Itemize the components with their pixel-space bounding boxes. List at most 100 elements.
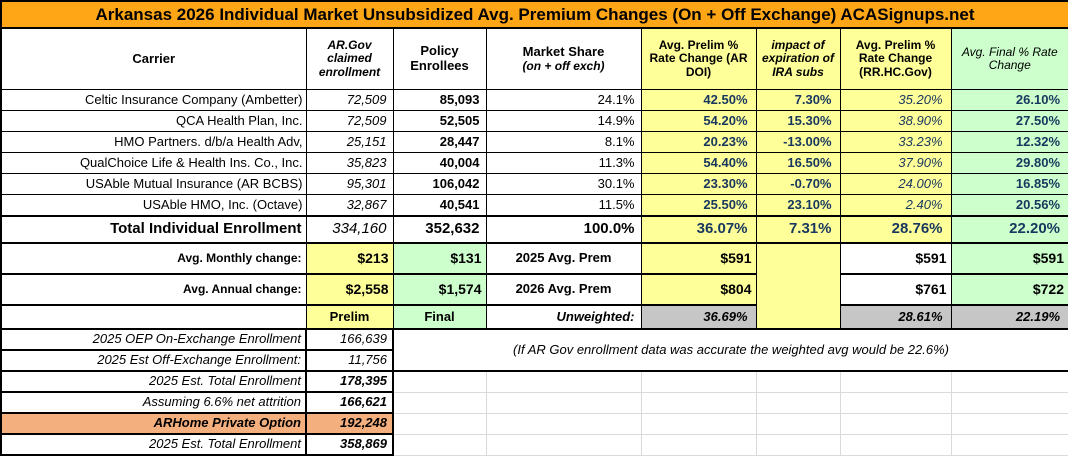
grid-cell [640,433,757,456]
column-header-prelim-ar-doi: Avg. Prelim % Rate Change (AR DOI) [640,27,757,90]
column-header-final-change: Avg. Final % Rate Change [950,27,1068,90]
enrollment-label: 2025 Est Off-Exchange Enrollment: [0,349,307,372]
unweighted-doi: 36.69% [640,304,757,330]
page-title: Arkansas 2026 Individual Market Unsubsid… [0,0,1068,29]
total-row: Total Individual Enrollment 334,160 352,… [0,215,1068,244]
enrollment-value: 358,869 [305,433,394,456]
total-final-change: 22.20% [950,215,1068,244]
enrollment-value: 166,639 [305,328,394,351]
grid-cell [950,370,1068,393]
total-ar-gov: 334,160 [305,215,394,244]
table-row: USAble Mutual Insurance (AR BCBS) 95,301… [0,173,1068,195]
annual-policy: $1,574 [392,273,487,306]
enrollment-value: 192,248 [305,412,394,435]
total-prelim-doi: 36.07% [640,215,757,244]
table-row: HMO Partners. d/b/a Health Adv, 25,151 2… [0,131,1068,153]
market-share-value: 8.1% [485,131,642,153]
grid-cell [640,370,757,393]
final-change-value: 26.10% [950,89,1068,111]
policy-enrollees-value: 28,447 [392,131,487,153]
ira-impact-value: 23.10% [755,194,841,217]
ira-impact-value: 16.50% [755,152,841,174]
ira-impact-value: 7.30% [755,89,841,111]
grid-cell [839,370,952,393]
carrier-name: USAble Mutual Insurance (AR BCBS) [0,173,307,195]
monthly-ar-gov: $213 [305,242,394,275]
market-share-label: Market Share [522,44,605,59]
policy-enrollees-value: 40,541 [392,194,487,217]
prelim-rrhc-value: 35.20% [839,89,952,111]
annual-rrhc: $761 [839,273,952,306]
enrollment-value: 166,621 [305,391,394,414]
prelim-rrhc-value: 37.90% [839,152,952,174]
prelim-column-tag: Prelim [305,304,394,330]
ira-impact-empty-cell [755,242,841,330]
annual-ar-gov: $2,558 [305,273,394,306]
prelim-rrhc-value: 2.40% [839,194,952,217]
enrollment-row: 2025 OEP On-Exchange Enrollment 166,639 … [0,328,1068,372]
market-share-value: 24.1% [485,89,642,111]
final-change-value: 29.80% [950,152,1068,174]
policy-enrollees-value: 85,093 [392,89,487,111]
carrier-name: QCA Health Plan, Inc. [0,110,307,132]
enrollment-label: 2025 OEP On-Exchange Enrollment [0,328,307,351]
grid-cell [392,370,487,393]
carrier-name: HMO Partners. d/b/a Health Adv, [0,131,307,153]
enrollment-row: 2025 Est. Total Enrollment 358,869 [0,433,1068,456]
avg-annual-row: Avg. Annual change: $2,558 $1,574 2026 A… [0,273,1068,306]
ar-gov-enrollment-value: 72,509 [305,110,394,132]
table-row: QualChoice Life & Health Ins. Co., Inc. … [0,152,1068,174]
ira-impact-value: 15.30% [755,110,841,132]
enrollment-value: 11,756 [305,349,394,372]
avg-prem-2025-label: 2025 Avg. Prem [485,242,642,275]
prelim-doi-value: 54.20% [640,110,757,132]
grid-cell [950,412,1068,435]
unweighted-label: Unweighted: [485,304,642,330]
prelim-rrhc-value: 24.00% [839,173,952,195]
enrollment-value: 178,395 [305,370,394,393]
ar-gov-enrollment-value: 35,823 [305,152,394,174]
total-market-share: 100.0% [485,215,642,244]
ira-impact-value: -13.00% [755,131,841,153]
grid-cell [392,391,487,414]
table-row: Celtic Insurance Company (Ambetter) 72,5… [0,89,1068,111]
enrollment-row: Assuming 6.6% net attrition 166,621 [0,391,1068,414]
column-header-carrier: Carrier [0,27,307,90]
total-label: Total Individual Enrollment [0,215,307,244]
grid-cell [640,412,757,435]
empty-cell [0,304,307,330]
enrollment-label: Assuming 6.6% net attrition [0,391,307,414]
grid-cell [839,433,952,456]
enrollment-row: 2025 Est Off-Exchange Enrollment: 11,756 [0,349,1068,372]
prelim-rrhc-value: 38.90% [839,110,952,132]
final-change-value: 16.85% [950,173,1068,195]
monthly-doi: $591 [640,242,757,275]
column-header-ira-impact: impact of expiration of IRA subs [755,27,841,90]
total-ira-impact: 7.31% [755,215,841,244]
enrollment-row-highlighted: ARHome Private Option 192,248 [0,412,1068,435]
total-prelim-rrhc: 28.76% [839,215,952,244]
unweighted-final: 22.19% [950,304,1068,330]
avg-monthly-label: Avg. Monthly change: [0,242,307,275]
annual-final: $722 [950,273,1068,306]
carrier-name: QualChoice Life & Health Ins. Co., Inc. [0,152,307,174]
column-header-market-share: Market Share (on + off exch) [485,27,642,90]
prelim-doi-value: 54.40% [640,152,757,174]
market-share-value: 11.5% [485,194,642,217]
column-header-ar-gov-enrollment: AR.Gov claimed enrollment [305,27,394,90]
avg-annual-label: Avg. Annual change: [0,273,307,306]
grid-cell [839,412,952,435]
ar-gov-enrollment-value: 32,867 [305,194,394,217]
grid-cell [755,370,841,393]
grid-cell [392,412,487,435]
final-column-tag: Final [392,304,487,330]
ar-gov-enrollment-value: 25,151 [305,131,394,153]
market-share-sublabel: (on + off exch) [522,58,605,73]
grid-cell [755,391,841,414]
grid-cell [755,433,841,456]
grid-cell [485,433,642,456]
column-header-policy-enrollees: Policy Enrollees [392,27,487,90]
final-change-value: 27.50% [950,110,1068,132]
policy-enrollees-value: 52,505 [392,110,487,132]
